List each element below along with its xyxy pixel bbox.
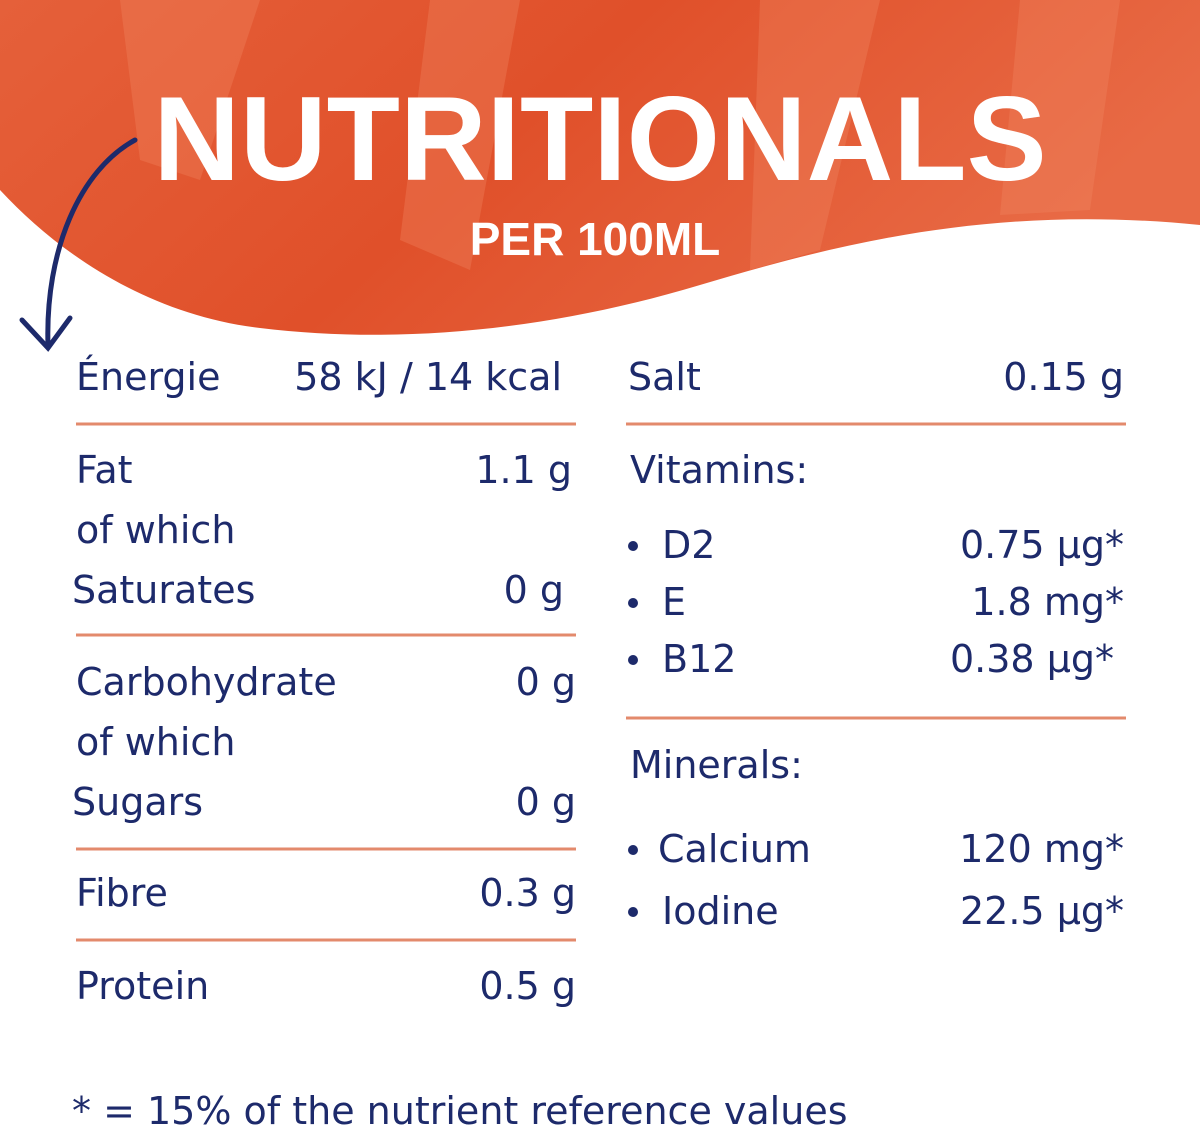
bullet (628, 598, 638, 608)
header-background (0, 0, 1200, 335)
texture (120, 0, 1120, 270)
row-label: Fat (76, 448, 133, 492)
row-value: 0.3 g (479, 871, 576, 915)
row-value: 0 g (516, 660, 576, 704)
row-label: Énergie (76, 355, 221, 399)
row-label: of which (76, 720, 235, 764)
item-value: 0.38 µg* (950, 637, 1114, 681)
footnote: * = 15% of the nutrient reference values (72, 1089, 848, 1130)
item-label: E (662, 580, 686, 624)
item-value: 120 mg* (959, 827, 1124, 871)
item-value: 1.8 mg* (971, 580, 1124, 624)
bullet (628, 907, 638, 917)
row-value: 0.15 g (1003, 355, 1124, 399)
row-label: Sugars (72, 780, 203, 824)
subtitle: PER 100ML (470, 213, 721, 265)
item-value: 0.75 µg* (960, 523, 1124, 567)
item-label: Iodine (662, 889, 779, 933)
item-value: 22.5 µg* (960, 889, 1124, 933)
row-value: 58 kJ / 14 kcal (294, 355, 562, 399)
section-heading: Vitamins: (630, 448, 808, 492)
row-label: Protein (76, 964, 209, 1008)
item-label: B12 (662, 637, 736, 681)
row-label: Carbohydrate (76, 660, 337, 704)
row-value: 0 g (516, 780, 576, 824)
item-label: D2 (662, 523, 715, 567)
row-value: 0 g (504, 568, 564, 612)
arrow (19, 137, 138, 352)
bullet (628, 541, 638, 551)
section-heading: Minerals: (630, 743, 803, 787)
row-label: of which (76, 508, 235, 552)
row-value: 1.1 g (475, 448, 572, 492)
title: NUTRITIONALS (153, 72, 1046, 206)
bullet (628, 845, 638, 855)
row-value: 0.5 g (479, 964, 576, 1008)
item-label: Calcium (658, 827, 811, 871)
bullet (628, 655, 638, 665)
row-label: Saturates (72, 568, 255, 612)
row-label: Salt (628, 355, 701, 399)
row-label: Fibre (76, 871, 168, 915)
